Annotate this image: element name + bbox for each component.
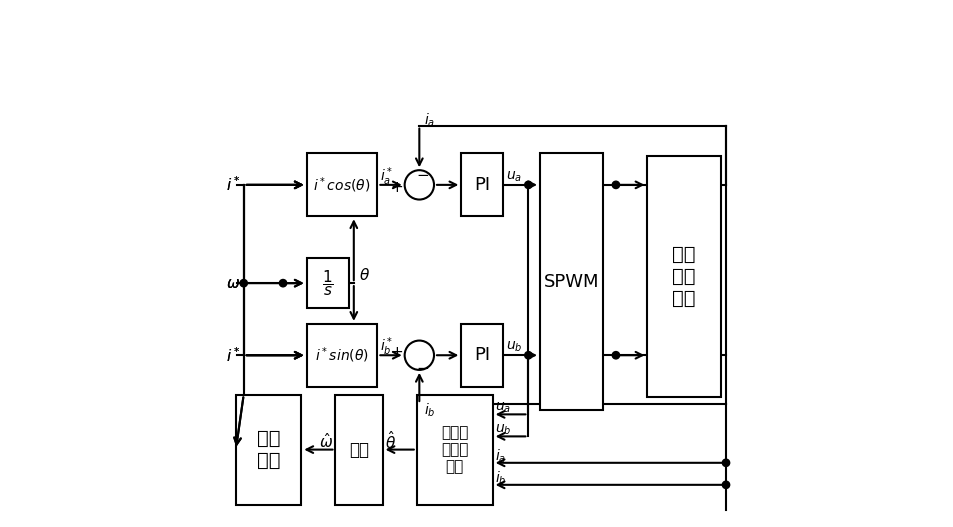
Circle shape bbox=[721, 481, 729, 489]
Text: $i^*$: $i^*$ bbox=[226, 346, 241, 365]
Text: $i_a$: $i_a$ bbox=[423, 112, 435, 129]
Text: $+$: $+$ bbox=[389, 345, 402, 360]
Circle shape bbox=[240, 279, 247, 287]
Text: $i^*cos(\theta)$: $i^*cos(\theta)$ bbox=[313, 175, 371, 194]
Text: $i_a$: $i_a$ bbox=[495, 448, 506, 465]
Bar bbox=[461, 153, 502, 216]
Circle shape bbox=[524, 352, 532, 359]
Text: $i^*$: $i^*$ bbox=[226, 175, 241, 194]
Text: $u_a$: $u_a$ bbox=[505, 169, 521, 184]
Bar bbox=[335, 395, 382, 505]
Text: $i^*$: $i^*$ bbox=[226, 346, 241, 365]
Text: $\dfrac{1}{s}$: $\dfrac{1}{s}$ bbox=[321, 268, 334, 298]
Circle shape bbox=[612, 352, 618, 359]
Text: $\hat{\omega}$: $\hat{\omega}$ bbox=[318, 432, 333, 451]
Bar bbox=[306, 153, 377, 216]
Text: $i^*sin(\theta)$: $i^*sin(\theta)$ bbox=[314, 345, 369, 365]
Bar bbox=[461, 324, 502, 387]
Text: $i^*$: $i^*$ bbox=[226, 175, 241, 194]
Text: PI: PI bbox=[474, 176, 490, 194]
Bar bbox=[235, 395, 301, 505]
Text: PI: PI bbox=[474, 346, 490, 364]
Text: 失步
判别: 失步 判别 bbox=[256, 429, 280, 470]
Text: $+$: $+$ bbox=[389, 180, 402, 195]
Text: 两相
步进
电机: 两相 步进 电机 bbox=[672, 245, 695, 308]
Text: $u_a$: $u_a$ bbox=[495, 401, 511, 415]
Text: $-$: $-$ bbox=[416, 167, 429, 181]
Text: $\omega$: $\omega$ bbox=[226, 276, 240, 291]
Bar bbox=[539, 153, 602, 411]
Text: $i_b^*$: $i_b^*$ bbox=[379, 336, 393, 358]
Bar bbox=[647, 156, 720, 397]
Text: 差分: 差分 bbox=[349, 441, 369, 458]
Text: $-$: $-$ bbox=[416, 359, 429, 374]
Circle shape bbox=[404, 340, 434, 370]
Text: $\omega$: $\omega$ bbox=[226, 276, 240, 291]
Text: SPWM: SPWM bbox=[543, 273, 598, 291]
Circle shape bbox=[524, 181, 532, 189]
Text: $u_b$: $u_b$ bbox=[495, 423, 512, 437]
Text: $u_b$: $u_b$ bbox=[505, 339, 522, 354]
Bar bbox=[416, 395, 492, 505]
Circle shape bbox=[612, 181, 618, 189]
Text: $\hat{\theta}$: $\hat{\theta}$ bbox=[385, 430, 395, 452]
Bar bbox=[306, 258, 348, 308]
Text: $i_b$: $i_b$ bbox=[423, 402, 435, 419]
Text: $\theta$: $\theta$ bbox=[358, 267, 370, 284]
Text: $i_b$: $i_b$ bbox=[495, 470, 506, 487]
Circle shape bbox=[404, 170, 434, 200]
Circle shape bbox=[279, 279, 287, 287]
Text: $i_a^*$: $i_a^*$ bbox=[379, 165, 393, 188]
Text: 转子位
置估计
算法: 转子位 置估计 算法 bbox=[440, 425, 468, 474]
Circle shape bbox=[721, 459, 729, 466]
Bar bbox=[306, 324, 377, 387]
